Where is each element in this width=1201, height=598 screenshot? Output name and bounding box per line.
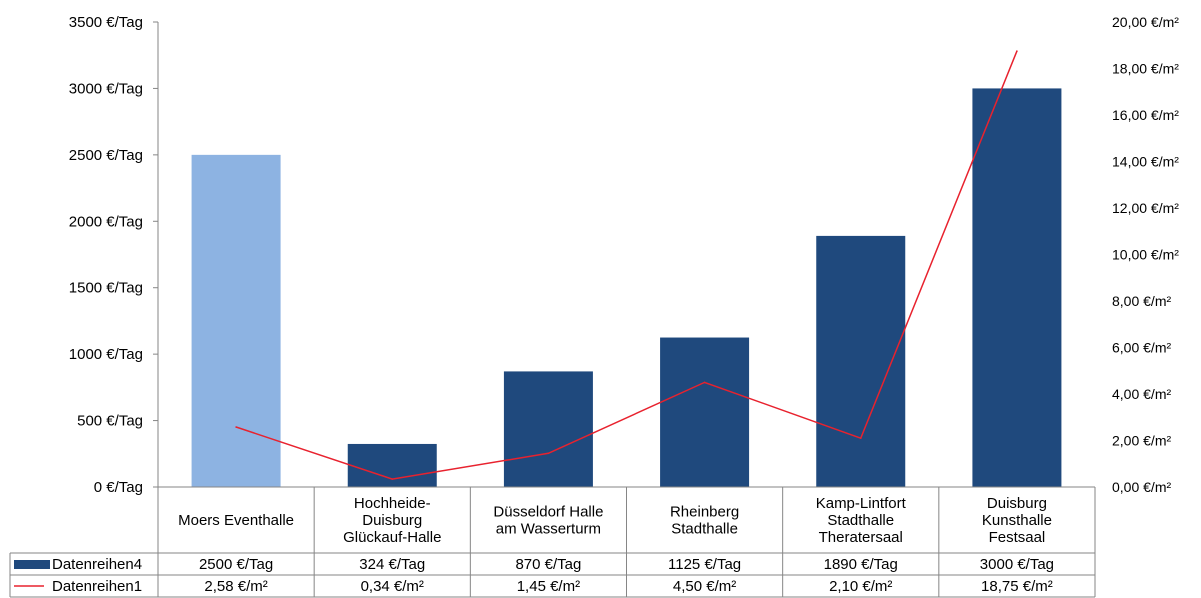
- data-label: 324 €/Tag: [359, 556, 425, 573]
- bar: [347, 443, 437, 487]
- line-point: [703, 381, 706, 384]
- y-left-tick-label: 1000 €/Tag: [69, 346, 143, 363]
- data-label: 3000 €/Tag: [980, 556, 1054, 573]
- x-tick-label: Stadthalle: [827, 512, 894, 529]
- y-left-tick-label: 0 €/Tag: [94, 479, 143, 496]
- y-right-tick-label: 14,00 €/m²: [1112, 154, 1179, 170]
- x-tick-label: Theratersaal: [819, 529, 903, 546]
- data-label: 0,34 €/m²: [361, 578, 424, 595]
- bar: [503, 371, 593, 487]
- x-tick-label: Kunsthalle: [982, 512, 1052, 529]
- x-tick-label: Moers Eventhalle: [178, 512, 294, 529]
- y-left-tick-label: 500 €/Tag: [77, 413, 143, 430]
- legend-label: Datenreihen4: [52, 556, 142, 573]
- x-tick-label: Glückauf-Halle: [343, 529, 441, 546]
- x-tick-label: Festsaal: [989, 529, 1046, 546]
- data-label: 1,45 €/m²: [517, 578, 580, 595]
- y-right-tick-label: 0,00 €/m²: [1112, 479, 1171, 495]
- series-line: [235, 50, 1018, 480]
- line-point: [235, 426, 237, 428]
- y-right-tick-label: 2,00 €/m²: [1112, 433, 1171, 449]
- y-right-tick-label: 18,00 €/m²: [1112, 61, 1179, 77]
- line-point: [859, 437, 862, 439]
- x-tick-label: Rheinberg: [670, 504, 739, 521]
- y-right-tick-label: 20,00 €/m²: [1112, 14, 1179, 30]
- bar: [972, 88, 1062, 487]
- x-tick-label: Hochheide-: [354, 495, 431, 512]
- y-right-tick-label: 4,00 €/m²: [1112, 386, 1171, 402]
- y-left-tick-label: 2000 €/Tag: [69, 213, 143, 230]
- y-left-tick-label: 2500 €/Tag: [69, 147, 143, 164]
- y-right-tick-label: 10,00 €/m²: [1112, 247, 1179, 263]
- x-tick-label: Stadthalle: [671, 521, 738, 538]
- data-label: 4,50 €/m²: [673, 578, 736, 595]
- data-label: 1125 €/Tag: [668, 556, 741, 573]
- line-point: [1016, 50, 1018, 52]
- data-label: 18,75 €/m²: [981, 578, 1053, 595]
- x-tick-label: Düsseldorf Halle: [493, 504, 603, 521]
- y-right-tick-label: 6,00 €/m²: [1112, 340, 1171, 356]
- y-left-tick-label: 3500 €/Tag: [69, 14, 143, 31]
- data-label: 2,10 €/m²: [829, 578, 892, 595]
- y-right-tick-label: 12,00 €/m²: [1112, 200, 1179, 216]
- y-right-tick-label: 8,00 €/m²: [1112, 293, 1171, 309]
- line-point: [391, 478, 394, 480]
- data-label: 1890 €/Tag: [824, 556, 898, 573]
- y-right-tick-label: 16,00 €/m²: [1112, 107, 1179, 123]
- x-tick-label: Duisburg: [987, 495, 1047, 512]
- line-point: [547, 452, 550, 455]
- x-tick-label: Duisburg: [362, 512, 422, 529]
- data-label: 870 €/Tag: [515, 556, 581, 573]
- data-label: 2,58 €/m²: [204, 578, 267, 595]
- data-label: 2500 €/Tag: [199, 556, 273, 573]
- y-left-tick-label: 3000 €/Tag: [69, 80, 143, 97]
- x-tick-label: am Wasserturm: [496, 521, 601, 538]
- bar: [191, 154, 281, 487]
- bar: [816, 235, 906, 487]
- legend-label: Datenreihen1: [52, 578, 142, 595]
- y-left-tick-label: 1500 €/Tag: [69, 280, 143, 297]
- x-tick-label: Kamp-Lintfort: [816, 495, 907, 512]
- bar: [660, 337, 750, 487]
- legend-key-bar: [14, 560, 50, 569]
